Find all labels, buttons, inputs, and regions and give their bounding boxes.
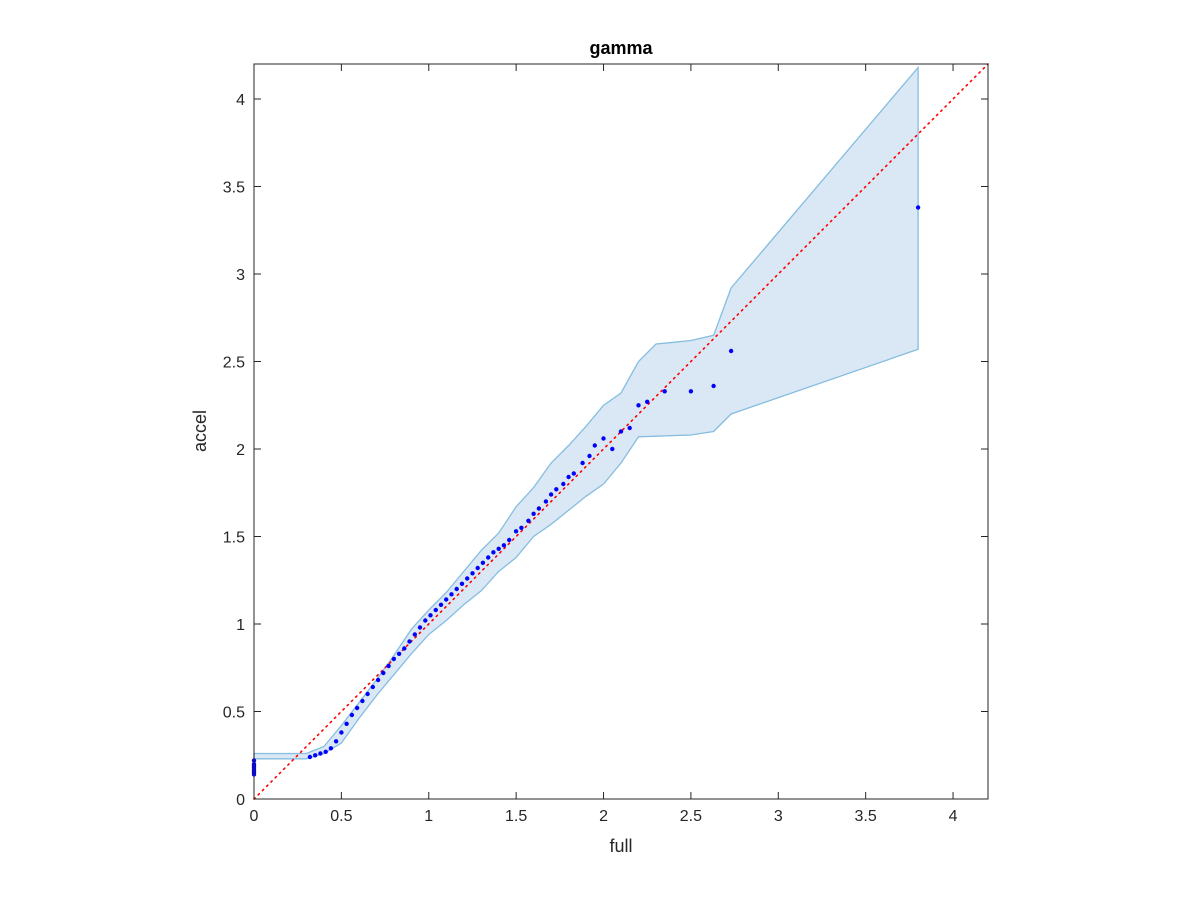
data-point xyxy=(601,436,606,441)
data-point xyxy=(571,471,576,476)
y-tick-label: 1.5 xyxy=(223,530,245,547)
data-point xyxy=(417,625,423,630)
data-point xyxy=(333,739,339,744)
data-point xyxy=(566,474,571,480)
data-point xyxy=(349,712,355,718)
data-point xyxy=(454,586,459,592)
x-tick-label: 0 xyxy=(250,808,259,825)
data-point xyxy=(486,555,491,560)
data-point xyxy=(407,639,412,644)
data-point xyxy=(728,348,734,354)
data-point xyxy=(381,670,386,676)
data-point xyxy=(449,592,454,597)
axes-box xyxy=(253,63,989,800)
y-tick-label: 3 xyxy=(236,267,245,284)
data-point xyxy=(428,613,433,618)
y-tick-label: 4 xyxy=(236,92,245,109)
data-point xyxy=(438,602,444,607)
data-point xyxy=(328,746,334,751)
data-point xyxy=(386,663,391,669)
data-point xyxy=(339,730,344,735)
data-point xyxy=(465,576,470,581)
y-tick-label: 0.5 xyxy=(223,705,245,722)
data-point xyxy=(444,597,449,602)
x-tick-label: 2 xyxy=(599,808,608,825)
data-point xyxy=(688,389,694,394)
x-tick-label: 1.5 xyxy=(505,808,527,825)
data-point xyxy=(554,487,559,492)
data-point xyxy=(636,403,641,408)
confidence-band xyxy=(253,65,919,760)
data-point xyxy=(548,492,554,497)
data-point xyxy=(323,749,328,754)
data-point xyxy=(507,537,512,543)
data-point xyxy=(536,506,542,511)
data-point xyxy=(470,571,475,576)
y-tick-label: 0 xyxy=(236,792,245,809)
confidence-band-layer xyxy=(253,65,919,760)
data-point xyxy=(313,753,318,758)
data-point xyxy=(375,677,381,683)
y-tick-label: 1 xyxy=(236,617,245,634)
data-point xyxy=(580,460,585,466)
data-point xyxy=(501,543,507,548)
data-point xyxy=(480,560,486,565)
reference-line xyxy=(253,63,989,800)
data-point xyxy=(645,399,650,404)
x-tick-label: 3 xyxy=(774,808,783,825)
data-point xyxy=(543,499,549,504)
data-point xyxy=(592,443,597,448)
data-point xyxy=(618,429,624,434)
data-point xyxy=(360,698,365,704)
y-axis-label: accel xyxy=(190,410,210,452)
data-point xyxy=(412,632,417,637)
data-point xyxy=(459,581,465,586)
chart-title: gamma xyxy=(589,38,653,58)
data-point xyxy=(391,656,396,662)
data-point xyxy=(610,446,615,452)
y-tick-label: 2 xyxy=(236,442,245,459)
data-point xyxy=(662,389,667,394)
x-axis-label: full xyxy=(609,836,632,856)
data-point xyxy=(318,751,323,756)
data-point xyxy=(531,511,536,516)
data-point xyxy=(354,705,360,711)
x-tick-label: 2.5 xyxy=(680,808,702,825)
data-point xyxy=(475,565,480,571)
x-tick-label: 4 xyxy=(949,808,958,825)
data-point xyxy=(561,481,566,487)
x-tick-label: 1 xyxy=(424,808,433,825)
data-point xyxy=(526,518,531,523)
data-point xyxy=(433,607,438,613)
data-point xyxy=(402,646,407,651)
data-point xyxy=(587,453,592,459)
y-tick-label: 2.5 xyxy=(223,355,245,372)
data-point xyxy=(627,425,632,431)
axis-ticks-layer: 0 0.5 1 1.5 2 2.5 3 3.5 4 0 0.5 1 1.5 2 2.5 3 3.5 4 xyxy=(223,64,988,825)
data-point xyxy=(915,205,921,210)
x-tick-label: 3.5 xyxy=(855,808,877,825)
data-point xyxy=(491,550,496,555)
data-point xyxy=(496,546,501,551)
data-point xyxy=(519,525,524,530)
data-point xyxy=(711,383,716,389)
data-point xyxy=(344,721,349,726)
data-point xyxy=(423,618,428,623)
reference-line-layer xyxy=(253,63,989,800)
data-point xyxy=(365,691,370,697)
data-point xyxy=(396,651,402,656)
y-tick-label: 3.5 xyxy=(223,180,245,197)
data-point xyxy=(370,684,375,690)
data-point xyxy=(307,754,313,760)
x-tick-label: 0.5 xyxy=(330,808,352,825)
data-point xyxy=(513,529,519,534)
